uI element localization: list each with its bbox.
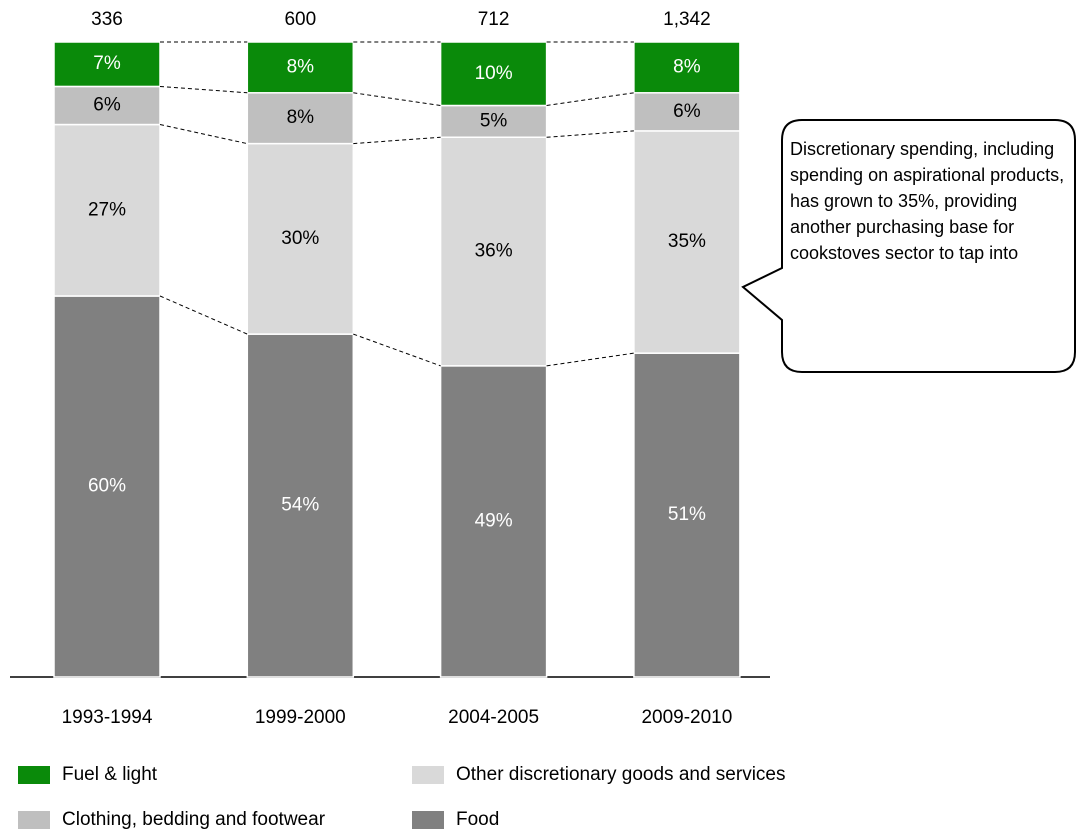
total-label: 712: [478, 9, 510, 30]
x-tick-label: 2004-2005: [448, 707, 539, 728]
annotation: Discretionary spending, including spendi…: [790, 139, 1065, 263]
value-label: 36%: [475, 241, 513, 262]
callout-box: [741, 119, 1076, 373]
value-label: 54%: [281, 495, 319, 516]
x-tick-label: 1993-1994: [62, 707, 153, 728]
legend-label: Food: [456, 809, 499, 830]
value-label: 8%: [287, 56, 315, 77]
legend-label: Fuel & light: [62, 764, 158, 785]
callout: Discretionary spending, including spendi…: [790, 139, 1065, 263]
bar-segment: [633, 41, 741, 94]
bar-segment: [53, 123, 161, 297]
bar-segment: [439, 41, 548, 107]
value-label: 49%: [475, 510, 513, 531]
bar-segment: [246, 41, 355, 94]
legend-swatch: [412, 766, 444, 784]
total-label: 1,342: [663, 9, 711, 30]
bar-segment: [439, 365, 548, 678]
value-label: 51%: [668, 504, 706, 525]
value-label: 7%: [93, 53, 121, 74]
connector: [353, 333, 441, 367]
total-label: 336: [91, 9, 123, 30]
value-label: 35%: [668, 231, 706, 252]
bar-segment: [53, 295, 161, 678]
value-label: 5%: [480, 110, 508, 131]
connector: [159, 295, 248, 335]
legend-swatch: [18, 766, 50, 784]
connector: [546, 130, 634, 138]
legend-swatch: [412, 811, 444, 829]
connector: [353, 136, 441, 145]
bar-segment: [633, 130, 741, 354]
value-label: 8%: [673, 56, 701, 77]
value-label: 6%: [673, 101, 701, 122]
connector: [159, 124, 248, 145]
total-label: 600: [284, 9, 316, 30]
bar-segment: [439, 104, 548, 138]
x-tick-label: 2009-2010: [641, 707, 732, 728]
bar-segment: [246, 142, 355, 335]
connector: [353, 92, 441, 106]
value-label: 27%: [88, 199, 126, 220]
bar-segment: [633, 352, 741, 678]
value-label: 8%: [287, 107, 315, 128]
legend-label: Other discretionary goods and services: [456, 764, 786, 785]
bar-segment: [53, 85, 161, 126]
bar-segment: [246, 333, 355, 678]
value-label: 30%: [281, 228, 319, 249]
legend-swatch: [18, 811, 50, 829]
x-tick-label: 1999-2000: [255, 707, 346, 728]
connector: [546, 92, 634, 106]
value-label: 10%: [475, 63, 513, 84]
value-label: 60%: [88, 476, 126, 497]
bar-segment: [53, 41, 161, 88]
bar-segment: [439, 136, 548, 367]
connector: [159, 85, 248, 94]
connector: [546, 352, 634, 367]
value-label: 6%: [93, 95, 121, 116]
legend-label: Clothing, bedding and footwear: [62, 809, 326, 830]
